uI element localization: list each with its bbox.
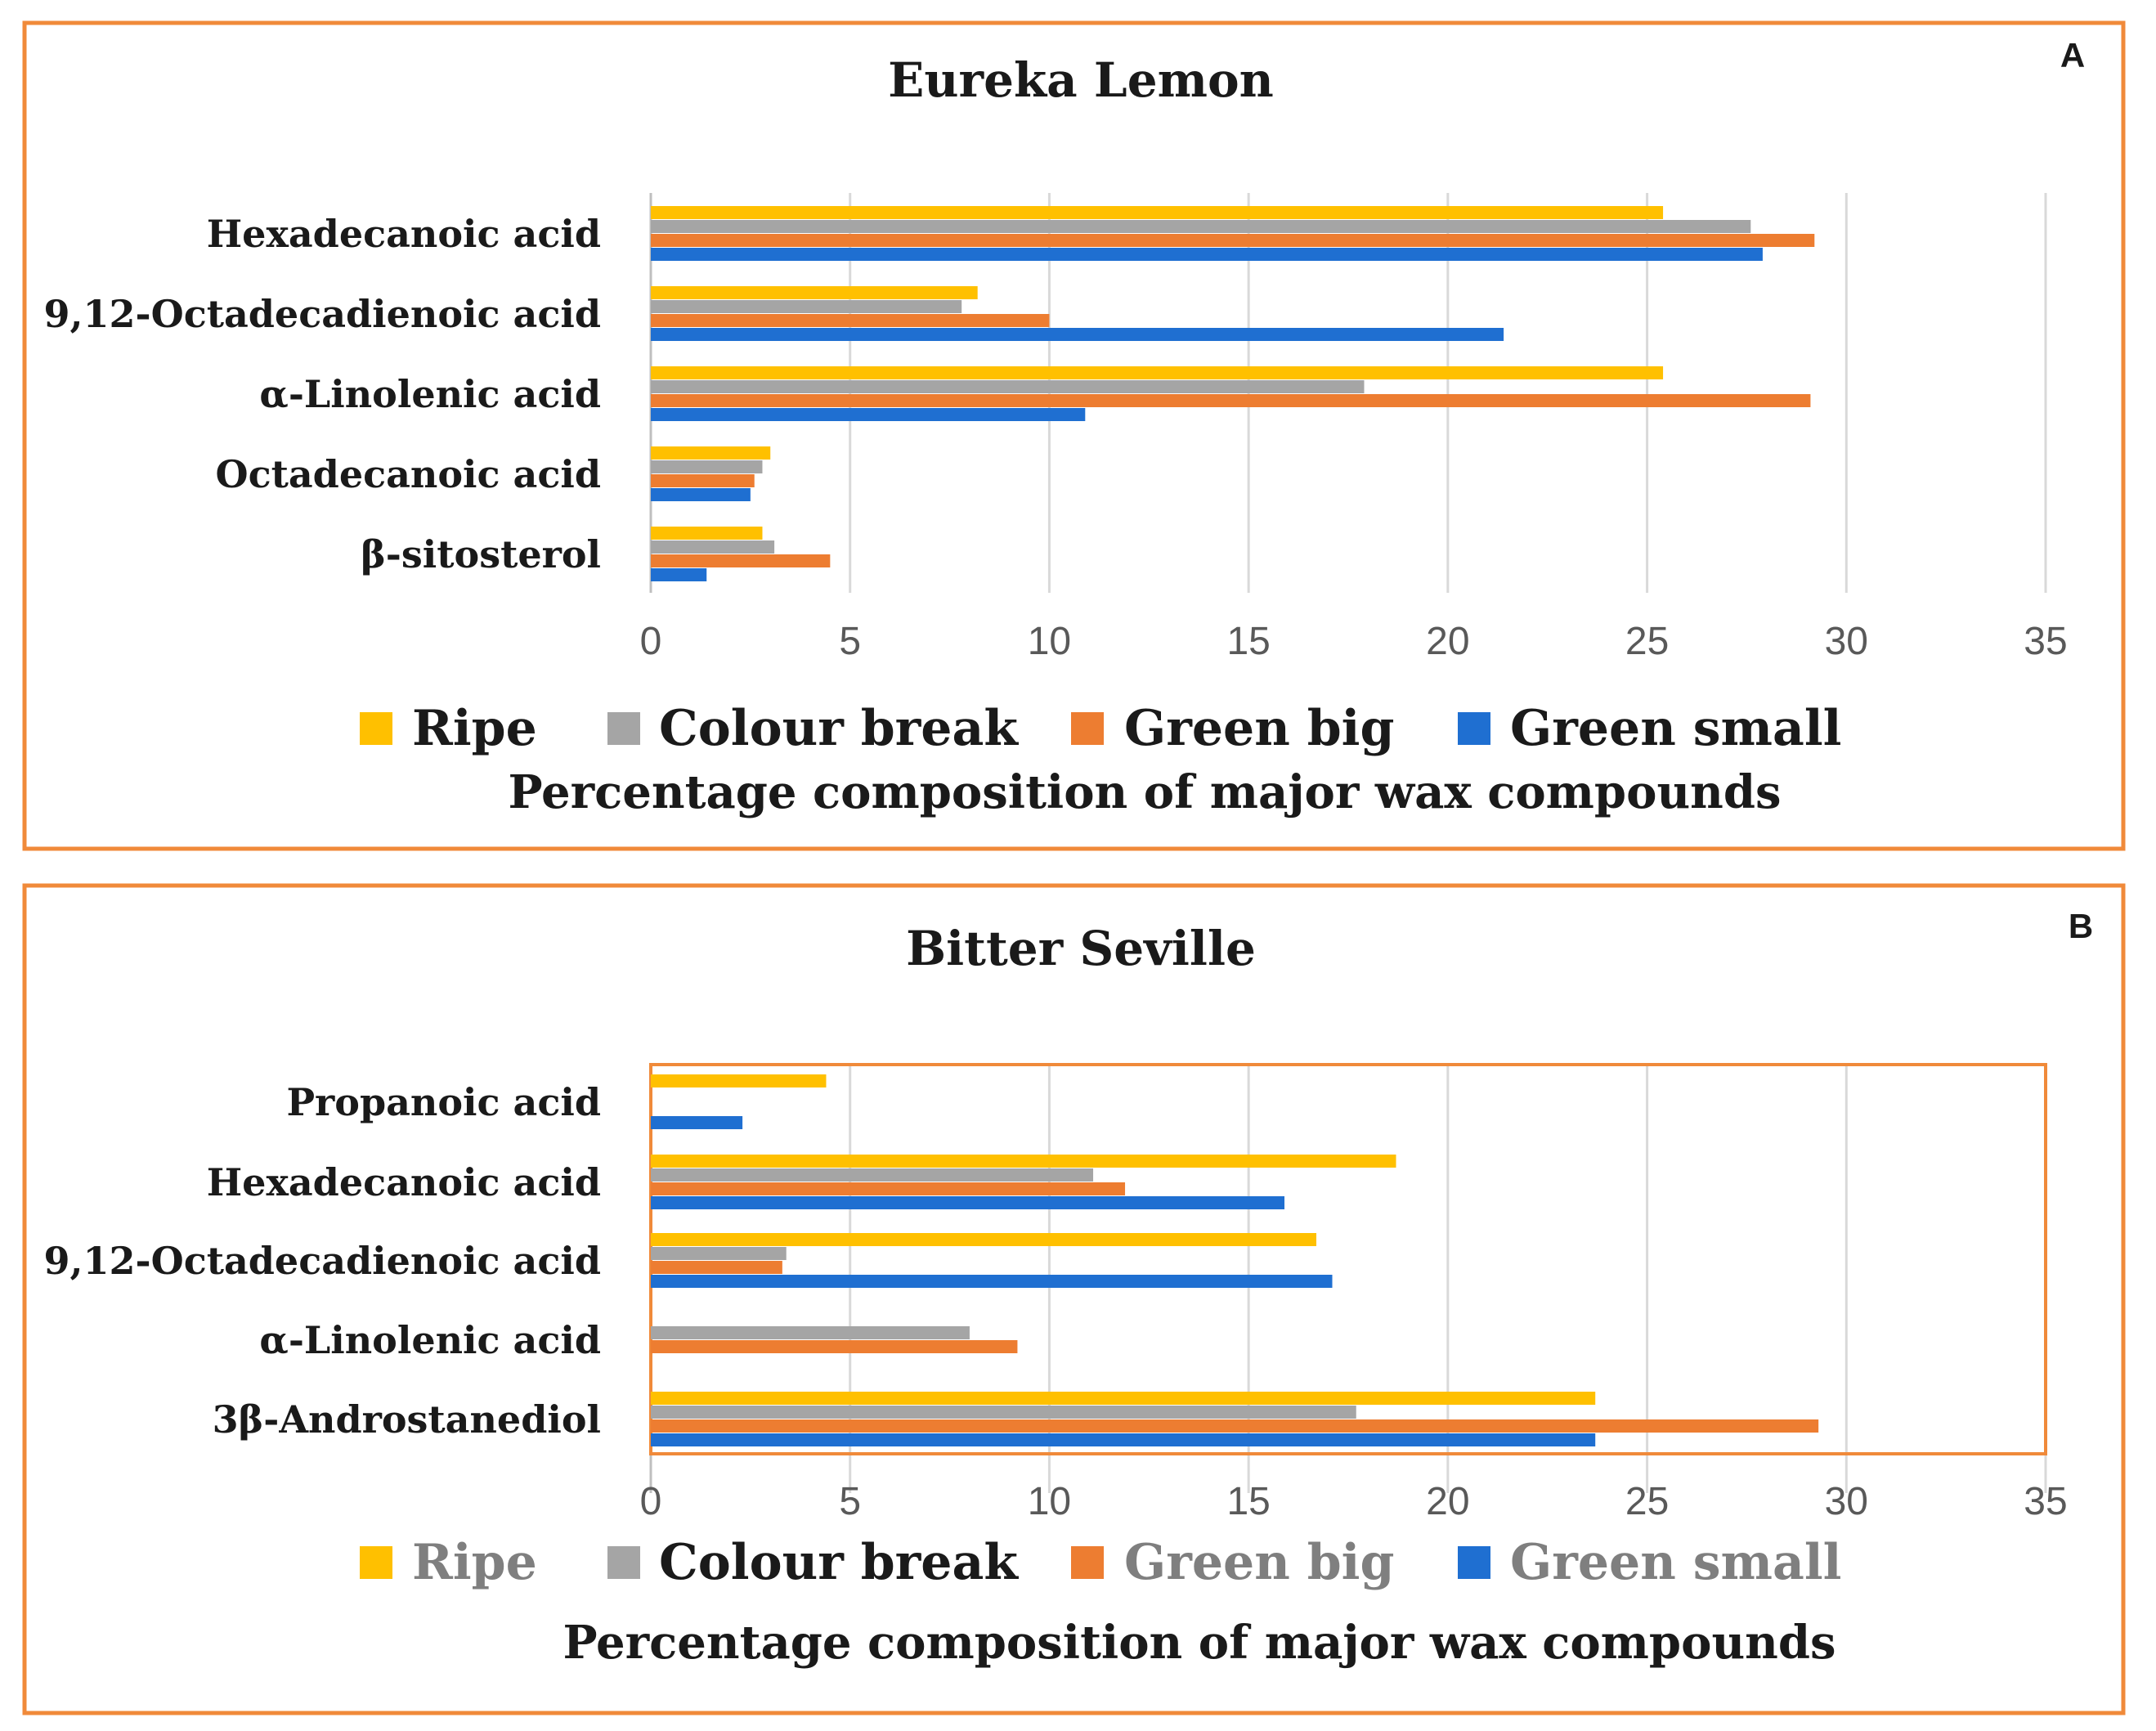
bar-green-big (651, 314, 1050, 327)
bar-green-small (651, 408, 1086, 421)
bar-green-small (651, 1116, 743, 1129)
bar-green-big (651, 394, 1811, 407)
x-axis-ticks: 0 5 10 15 20 25 30 35 (640, 620, 2068, 663)
bar-colour-break (651, 220, 1751, 233)
bar-colour-break (651, 1326, 970, 1339)
legend-label: Green small (1510, 1534, 1841, 1591)
x-axis-label: Percentage composition of major wax comp… (563, 1616, 1836, 1670)
bar-green-big (651, 234, 1815, 247)
x-tick-label: 0 (640, 620, 662, 663)
bar-ripe (651, 206, 1664, 219)
legend: Ripe Colour break Green big Green small (360, 1534, 1841, 1591)
x-tick-label: 10 (1028, 620, 1071, 663)
x-tick-label: 15 (1226, 620, 1270, 663)
bar-colour-break (651, 1406, 1356, 1419)
category-label: Hexadecanoic acid (207, 1160, 601, 1204)
x-tick-label: 25 (1625, 1480, 1669, 1523)
bar-ripe (651, 366, 1664, 379)
bar-colour-break (651, 1247, 787, 1260)
legend-label: Green big (1124, 700, 1394, 757)
chart-title: Eureka Lemon (888, 52, 1274, 108)
bar-colour-break (651, 460, 763, 473)
legend-label: Colour break (659, 700, 1019, 757)
panel-frame (22, 20, 2126, 851)
bar-ripe (651, 1392, 1596, 1405)
bar-green-small (651, 1433, 1596, 1446)
bar-green-big (651, 1340, 1018, 1353)
x-tick-label: 30 (1825, 620, 1868, 663)
x-tick-label: 20 (1426, 620, 1469, 663)
bar-ripe (651, 527, 763, 540)
bar-ripe (651, 446, 771, 460)
bar-green-small (651, 568, 707, 581)
legend-label: Green small (1510, 700, 1841, 757)
legend-label: Green big (1124, 1534, 1394, 1591)
bar-colour-break (651, 540, 775, 554)
bars (651, 1074, 1819, 1446)
legend-swatch-green-big (1071, 1546, 1104, 1579)
category-label: β-sitosterol (361, 532, 601, 576)
x-axis-ticks: 0 5 10 15 20 25 30 35 (640, 1480, 2068, 1523)
chart-title: Bitter Seville (906, 921, 1256, 976)
category-label: α-Linolenic acid (259, 372, 601, 416)
category-label: 9,12-Octadecadienoic acid (44, 1239, 602, 1283)
category-label: 9,12-Octadecadienoic acid (44, 292, 602, 336)
category-label: Propanoic acid (286, 1080, 601, 1124)
x-tick-label: 5 (839, 620, 861, 663)
bar-green-small (651, 1275, 1333, 1288)
bar-green-big (651, 1419, 1819, 1433)
x-tick-label: 25 (1625, 620, 1669, 663)
bar-ripe (651, 1074, 827, 1087)
bar-ripe (651, 286, 978, 299)
chart-panel-a: A Eureka Lemon Hexadecanoic acid 9,12-Octad… (22, 20, 2126, 851)
x-tick-label: 5 (839, 1480, 861, 1523)
category-label: α-Linolenic acid (259, 1318, 601, 1362)
x-tick-label: 35 (2024, 620, 2067, 663)
x-tick-label: 15 (1226, 1480, 1270, 1523)
x-tick-label: 20 (1426, 1480, 1469, 1523)
bar-colour-break (651, 300, 962, 313)
panel-letter: B (2069, 907, 2093, 945)
bars (651, 206, 1815, 581)
bar-green-small (651, 248, 1763, 261)
category-label: Octadecanoic acid (216, 452, 601, 496)
x-tick-label: 0 (640, 1480, 662, 1523)
legend-swatch-ripe (360, 1546, 392, 1579)
category-label: Hexadecanoic acid (207, 212, 601, 256)
bar-green-big (651, 474, 755, 487)
legend-label: Ripe (412, 1534, 537, 1591)
legend: Ripe Colour break Green big Green small (360, 700, 1841, 757)
x-axis-label: Percentage composition of major wax comp… (508, 765, 1781, 819)
category-label: 3β-Androstanediol (213, 1397, 601, 1442)
x-tick-label: 35 (2024, 1480, 2067, 1523)
bar-green-big (651, 1182, 1126, 1195)
panel-frame (22, 883, 2126, 1715)
legend-swatch-green-small (1458, 1546, 1490, 1579)
legend-swatch-ripe (360, 712, 392, 745)
legend-label: Ripe (412, 700, 537, 757)
bar-ripe (651, 1233, 1317, 1246)
legend-swatch-green-big (1071, 712, 1104, 745)
legend-label: Colour break (659, 1534, 1019, 1591)
x-tick-label: 10 (1028, 1480, 1071, 1523)
chart-panel-b: B Bitter Seville Propanoic acid Hexadecanoi… (22, 883, 2126, 1715)
panel-letter: A (2060, 36, 2085, 74)
legend-swatch-colour-break (607, 1546, 640, 1579)
bar-green-big (651, 1261, 782, 1274)
bar-colour-break (651, 380, 1365, 393)
bar-green-small (651, 1196, 1285, 1209)
bar-colour-break (651, 1168, 1094, 1182)
legend-swatch-green-small (1458, 712, 1490, 745)
bar-green-small (651, 488, 751, 501)
bar-green-big (651, 554, 831, 567)
bar-green-small (651, 328, 1504, 341)
bar-ripe (651, 1155, 1396, 1168)
x-tick-label: 30 (1825, 1480, 1868, 1523)
legend-swatch-colour-break (607, 712, 640, 745)
